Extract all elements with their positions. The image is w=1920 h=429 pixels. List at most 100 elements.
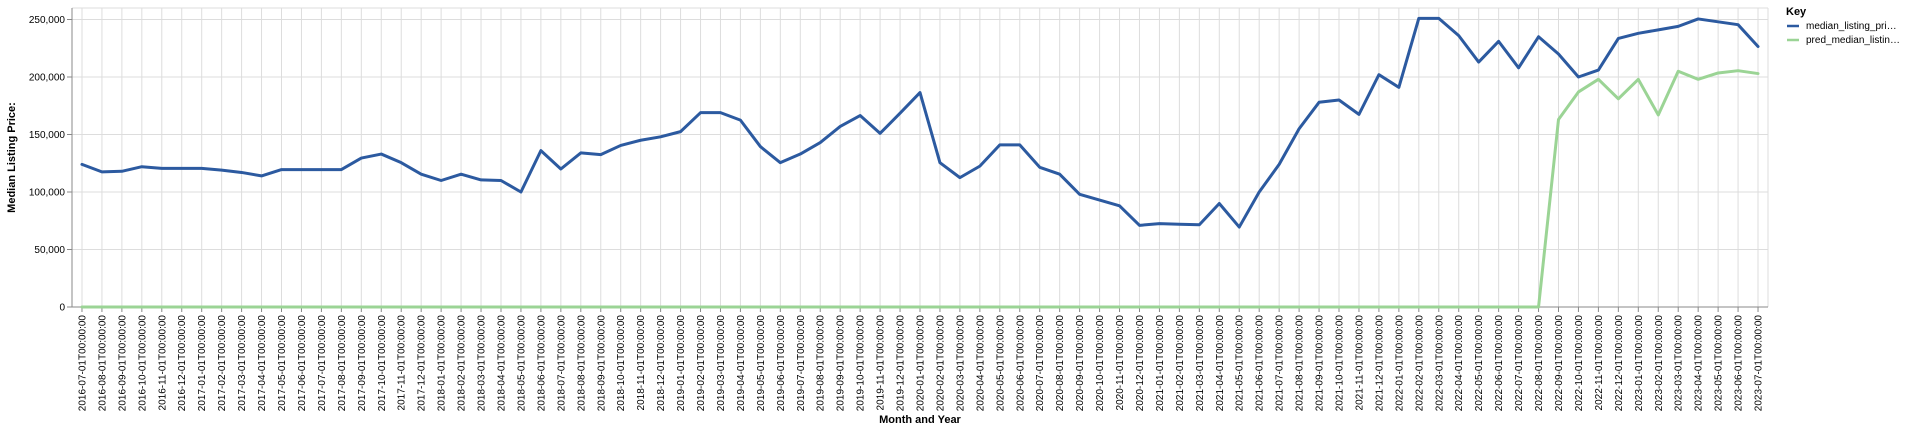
x-tick-label: 2021-08-01T00:00:00	[1295, 315, 1306, 412]
y-axis-title: Median Listing Price:	[6, 102, 18, 213]
x-tick-label: 2022-07-01T00:00:00	[1514, 315, 1525, 412]
y-tick-label: 200,000	[29, 73, 66, 84]
x-tick-label: 2017-12-01T00:00:00	[417, 315, 428, 412]
y-tick-label: 0	[59, 303, 65, 314]
x-tick-label: 2016-10-01T00:00:00	[137, 315, 148, 412]
x-tick-label: 2017-03-01T00:00:00	[237, 315, 248, 412]
y-tick-label: 100,000	[29, 188, 66, 199]
x-tick-label: 2021-09-01T00:00:00	[1315, 315, 1326, 412]
x-tick-label: 2018-03-01T00:00:00	[477, 315, 488, 412]
x-tick-label: 2017-01-01T00:00:00	[197, 315, 208, 412]
x-tick-label: 2022-08-01T00:00:00	[1534, 315, 1545, 412]
x-tick-label: 2022-04-01T00:00:00	[1454, 315, 1465, 412]
y-axis: 0 50,000 100,000 150,000 200,000 250,000	[29, 8, 73, 314]
x-tick-label: 2022-11-01T00:00:00	[1594, 315, 1605, 411]
x-tick-label: 2019-09-01T00:00:00	[836, 315, 847, 412]
x-tick-label: 2019-01-01T00:00:00	[676, 315, 687, 412]
x-tick-label: 2020-09-01T00:00:00	[1075, 315, 1086, 412]
x-tick-label: 2022-03-01T00:00:00	[1434, 315, 1445, 412]
x-tick-label: 2017-05-01T00:00:00	[277, 315, 288, 412]
y-tick-label: 150,000	[29, 130, 66, 141]
x-tick-label: 2021-06-01T00:00:00	[1255, 315, 1266, 412]
x-tick-label: 2020-11-01T00:00:00	[1115, 315, 1126, 411]
x-tick-label: 2018-04-01T00:00:00	[496, 315, 507, 412]
x-tick-label: 2021-10-01T00:00:00	[1335, 315, 1346, 412]
x-tick-label: 2022-05-01T00:00:00	[1474, 315, 1485, 412]
x-tick-label: 2017-10-01T00:00:00	[377, 315, 388, 412]
x-tick-label: 2018-10-01T00:00:00	[616, 315, 627, 412]
x-tick-label: 2022-01-01T00:00:00	[1394, 315, 1405, 412]
x-tick-label: 2021-05-01T00:00:00	[1235, 315, 1246, 412]
x-tick-label: 2016-09-01T00:00:00	[117, 315, 128, 412]
x-tick-label: 2019-11-01T00:00:00	[876, 315, 887, 411]
x-tick-label: 2021-02-01T00:00:00	[1175, 315, 1186, 412]
legend-label: median_listing_pri…	[1806, 21, 1897, 32]
x-tick-label: 2019-12-01T00:00:00	[896, 315, 907, 412]
x-axis: 2016-07-01T00:00:00 2016-08-01T00:00:00 20…	[72, 306, 1768, 412]
x-tick-label: 2020-07-01T00:00:00	[1035, 315, 1046, 412]
x-tick-label: 2019-03-01T00:00:00	[716, 315, 727, 412]
x-tick-label: 2022-12-01T00:00:00	[1614, 315, 1625, 412]
y-tick-label: 50,000	[34, 245, 65, 256]
legend-title: Key	[1786, 6, 1807, 18]
x-tick-label: 2016-12-01T00:00:00	[177, 315, 188, 412]
x-tick-label: 2019-02-01T00:00:00	[696, 315, 707, 412]
x-tick-label: 2020-10-01T00:00:00	[1095, 315, 1106, 412]
x-tick-label: 2018-05-01T00:00:00	[516, 315, 527, 412]
x-tick-label: 2016-07-01T00:00:00	[77, 315, 88, 412]
x-tick-label: 2018-02-01T00:00:00	[457, 315, 468, 412]
x-tick-label: 2020-05-01T00:00:00	[995, 315, 1006, 412]
x-tick-label: 2022-02-01T00:00:00	[1414, 315, 1425, 412]
grid	[72, 7, 1769, 308]
x-tick-label: 2017-08-01T00:00:00	[337, 315, 348, 412]
x-axis-title: Month and Year	[879, 414, 961, 426]
x-tick-label: 2021-04-01T00:00:00	[1215, 315, 1226, 412]
legend-label: pred_median_listin…	[1806, 35, 1900, 46]
x-tick-label: 2021-01-01T00:00:00	[1155, 315, 1166, 412]
x-tick-label: 2020-08-01T00:00:00	[1055, 315, 1066, 412]
x-tick-label: 2022-09-01T00:00:00	[1554, 315, 1565, 412]
x-tick-label: 2023-06-01T00:00:00	[1734, 315, 1745, 412]
x-tick-label: 2023-03-01T00:00:00	[1674, 315, 1685, 412]
x-tick-label: 2016-08-01T00:00:00	[97, 315, 108, 412]
x-tick-label: 2017-04-01T00:00:00	[257, 315, 268, 412]
x-tick-label: 2016-11-01T00:00:00	[157, 315, 168, 411]
x-tick-label: 2023-05-01T00:00:00	[1714, 315, 1725, 412]
series-line-1	[80, 16, 1760, 229]
x-tick-label: 2022-10-01T00:00:00	[1574, 315, 1585, 412]
x-tick-label: 2023-04-01T00:00:00	[1694, 315, 1705, 412]
x-tick-label: 2020-06-01T00:00:00	[1015, 315, 1026, 412]
x-tick-label: 2018-07-01T00:00:00	[556, 315, 567, 412]
y-tick-label: 250,000	[29, 15, 66, 26]
x-tick-label: 2020-12-01T00:00:00	[1135, 315, 1146, 412]
x-tick-label: 2019-10-01T00:00:00	[856, 315, 867, 412]
series-lines	[80, 16, 1760, 309]
x-tick-label: 2023-07-01T00:00:00	[1754, 315, 1765, 412]
x-tick-label: 2019-05-01T00:00:00	[756, 315, 767, 412]
x-tick-label: 2019-04-01T00:00:00	[736, 315, 747, 412]
x-tick-label: 2020-04-01T00:00:00	[975, 315, 986, 412]
x-tick-label: 2017-11-01T00:00:00	[397, 315, 408, 411]
x-tick-label: 2023-02-01T00:00:00	[1654, 315, 1665, 412]
x-tick-label: 2021-03-01T00:00:00	[1195, 315, 1206, 412]
x-tick-label: 2019-08-01T00:00:00	[816, 315, 827, 412]
x-tick-label: 2020-01-01T00:00:00	[916, 315, 927, 412]
x-tick-label: 2023-01-01T00:00:00	[1634, 315, 1645, 412]
x-tick-label: 2020-02-01T00:00:00	[935, 315, 946, 412]
x-tick-label: 2018-12-01T00:00:00	[656, 315, 667, 412]
x-tick-label: 2018-06-01T00:00:00	[536, 315, 547, 412]
x-tick-label: 2018-01-01T00:00:00	[437, 315, 448, 412]
x-tick-label: 2021-12-01T00:00:00	[1374, 315, 1385, 412]
x-tick-label: 2020-03-01T00:00:00	[955, 315, 966, 412]
x-tick-label: 2019-06-01T00:00:00	[776, 315, 787, 412]
x-tick-label: 2021-07-01T00:00:00	[1275, 315, 1286, 412]
x-tick-label: 2017-07-01T00:00:00	[317, 315, 328, 412]
x-tick-label: 2017-06-01T00:00:00	[297, 315, 308, 412]
x-tick-label: 2018-11-01T00:00:00	[636, 315, 647, 411]
x-tick-label: 2021-11-01T00:00:00	[1354, 315, 1365, 411]
x-tick-label: 2019-07-01T00:00:00	[796, 315, 807, 412]
x-tick-label: 2022-06-01T00:00:00	[1494, 315, 1505, 412]
x-tick-label: 2017-09-01T00:00:00	[357, 315, 368, 412]
series-line-2	[80, 69, 1760, 309]
